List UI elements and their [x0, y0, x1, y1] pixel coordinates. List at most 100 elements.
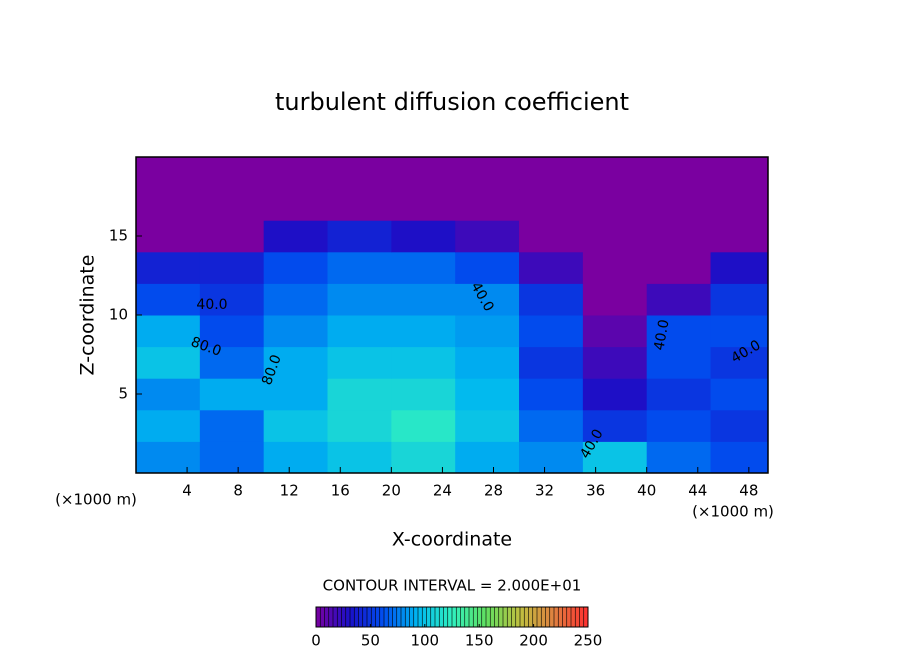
colorbar-swatch: [507, 607, 512, 627]
field-cell: [199, 283, 265, 316]
colorbar-swatch: [337, 607, 342, 627]
field-cell: [136, 315, 201, 348]
colorbar-swatch: [575, 607, 580, 627]
field-cell: [519, 220, 584, 253]
field-cell: [136, 441, 201, 474]
colorbar-tick-label: 200: [519, 632, 548, 650]
field-cell: [710, 378, 769, 411]
colorbar-tick-label: 0: [311, 632, 321, 650]
field-cell: [455, 220, 520, 253]
field-cell: [646, 315, 712, 348]
x-tick-label: 8: [233, 482, 243, 500]
x-tick-label: 20: [382, 482, 401, 500]
contour-label: 40.0: [196, 297, 227, 313]
field-cell: [455, 378, 520, 411]
colorbar-tick-label: 250: [574, 632, 603, 650]
field-cell: [327, 315, 392, 348]
field-cell: [391, 157, 456, 190]
colorbar-swatch: [358, 607, 364, 627]
field-cell: [199, 220, 265, 253]
field-cell: [327, 157, 392, 190]
field-cell: [136, 157, 201, 190]
field-cell: [391, 283, 456, 316]
field-cell: [391, 315, 456, 348]
field-cell: [582, 157, 648, 190]
field-cell: [455, 409, 520, 442]
colorbar-swatch: [549, 607, 555, 627]
colorbar-swatch: [430, 607, 436, 627]
field-cell: [136, 409, 201, 442]
field-cell: [519, 441, 584, 474]
field-cell: [327, 378, 392, 411]
x-tick-label: 24: [433, 482, 452, 500]
colorbar-swatch: [418, 607, 423, 627]
colorbar-swatch: [460, 607, 466, 627]
field-cell: [263, 188, 329, 221]
colorbar-swatch: [473, 607, 478, 627]
colorbar-swatch: [464, 607, 470, 627]
colorbar-swatch: [524, 607, 529, 627]
field-cell: [710, 157, 769, 190]
field-cell: [710, 409, 769, 442]
colorbar-swatch: [447, 607, 453, 627]
colorbar-swatch: [316, 607, 321, 627]
field-cell: [136, 188, 201, 221]
field-cell: [455, 188, 520, 221]
field-cell: [646, 283, 712, 316]
field-cell: [391, 441, 456, 474]
colorbar-swatch: [528, 607, 534, 627]
colorbar-swatch: [443, 607, 449, 627]
field-cell: [263, 220, 329, 253]
field-cell: [455, 283, 520, 316]
field-cell: [327, 220, 392, 253]
field-cell: [519, 409, 584, 442]
field-cell: [263, 315, 329, 348]
field-cell: [327, 283, 392, 316]
colorbar-frame: [315, 606, 589, 628]
field-cell: [455, 251, 520, 284]
field-cell: [136, 346, 201, 379]
field-cell: [136, 220, 201, 253]
colorbar-swatch: [554, 607, 559, 627]
field-cell: [710, 220, 769, 253]
field-cell: [199, 441, 265, 474]
field-cell: [391, 378, 456, 411]
field-cell: [391, 220, 456, 253]
field-cell: [582, 409, 648, 442]
field-cell: [582, 283, 648, 316]
colorbar-swatch: [562, 607, 568, 627]
x-tick-label: 28: [484, 482, 503, 500]
colorbar-swatch: [566, 607, 572, 627]
colorbar-swatch: [469, 607, 474, 627]
colorbar-swatch: [579, 607, 585, 627]
colorbar-swatch: [341, 607, 347, 627]
field-cell: [710, 251, 769, 284]
colorbar-swatch: [384, 607, 389, 627]
colorbar-swatch: [515, 607, 521, 627]
colorbar-swatch: [426, 607, 432, 627]
field-cell: [582, 378, 648, 411]
colorbar-swatch: [405, 607, 410, 627]
colorbar-swatch: [396, 607, 402, 627]
field-cell: [646, 409, 712, 442]
x-tick-label: 16: [331, 482, 350, 500]
x-tick-label: 44: [688, 482, 707, 500]
field-cell: [327, 346, 392, 379]
field-cell: [199, 378, 265, 411]
field-cell: [519, 188, 584, 221]
y-tick-label: 5: [118, 385, 128, 403]
colorbar-swatch: [583, 607, 589, 627]
colorbar-swatch: [494, 607, 500, 627]
colorbar-swatch: [571, 607, 576, 627]
field-cell: [646, 346, 712, 379]
field-cell: [199, 157, 265, 190]
field-cell: [391, 346, 456, 379]
field-cell: [391, 188, 456, 221]
field-cell: [455, 315, 520, 348]
chart-title: turbulent diffusion coefficient: [275, 88, 629, 116]
field-cell: [646, 378, 712, 411]
field-cell: [136, 283, 201, 316]
field-cell: [582, 441, 648, 474]
colorbar-swatch: [486, 607, 491, 627]
colorbar-swatch: [541, 607, 546, 627]
